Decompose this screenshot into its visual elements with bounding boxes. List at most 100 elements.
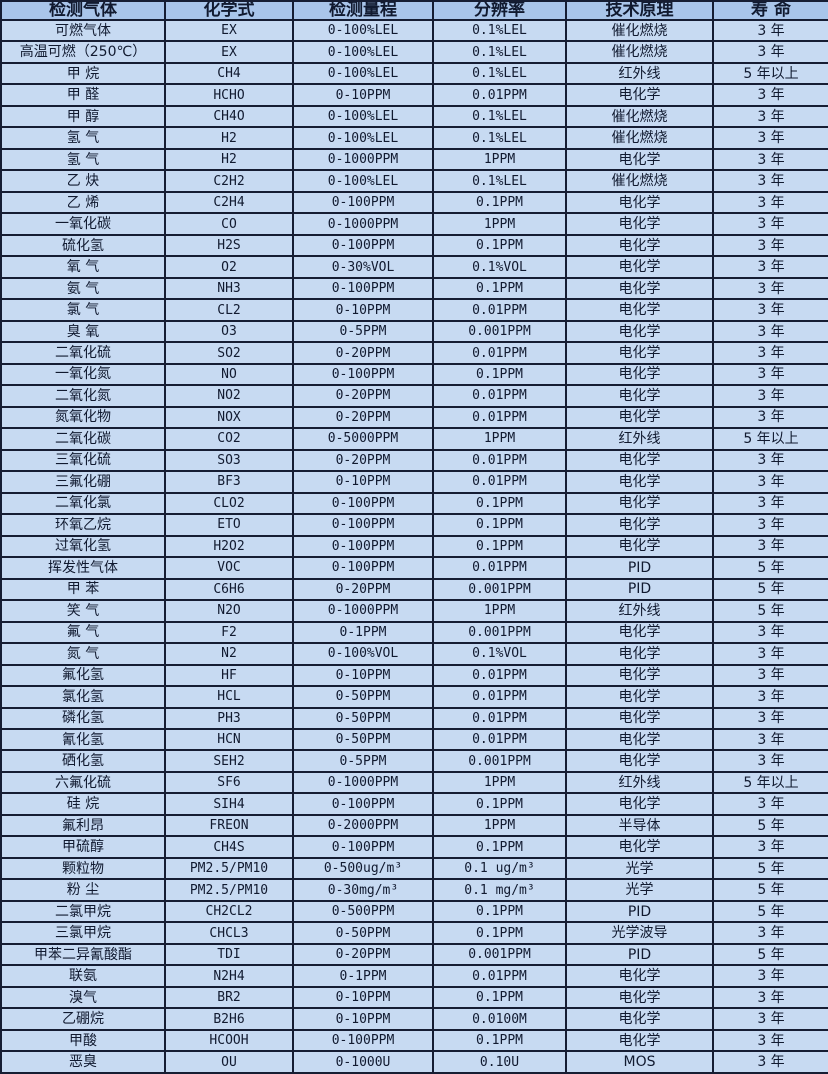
- cell-technology-principle: 电化学: [565, 405, 714, 430]
- header-lifespan: 寿 命: [712, 0, 828, 21]
- table-row: 氟利昂 FREON 0-2000PPM 1PPM 半导体 5 年: [0, 813, 828, 838]
- cell-lifespan: 5 年: [712, 577, 828, 602]
- cell-chemical-formula: H2: [164, 126, 294, 150]
- cell-gas-name: 联氨: [0, 964, 166, 988]
- cell-technology-principle: 电化学: [565, 319, 714, 344]
- cell-detection-range: 0-100PPM: [292, 491, 434, 516]
- cell-resolution: 0.1PPM: [432, 491, 567, 516]
- table-row: 甲 醛 HCHO 0-10PPM 0.01PPM 电化学 3 年: [0, 83, 828, 107]
- table-row: 氟化氢 HF 0-10PPM 0.01PPM 电化学 3 年: [0, 663, 828, 688]
- cell-technology-principle: 电化学: [565, 255, 714, 279]
- cell-technology-principle: 红外线: [565, 427, 714, 451]
- cell-lifespan: 3 年: [712, 964, 828, 988]
- cell-lifespan: 5 年: [712, 899, 828, 924]
- table-row: 甲 苯 C6H6 0-20PPM 0.001PPM PID 5 年: [0, 577, 828, 602]
- table-row: 挥发性气体 VOC 0-100PPM 0.01PPM PID 5 年: [0, 556, 828, 580]
- cell-gas-name: 三氧化硫: [0, 448, 166, 473]
- cell-lifespan: 3 年: [712, 384, 828, 408]
- cell-resolution: 0.1PPM: [432, 1028, 567, 1053]
- cell-gas-name: 氟利昂: [0, 813, 166, 838]
- table-row: 笑 气 N2O 0-1000PPM 1PPM 红外线 5 年: [0, 599, 828, 623]
- cell-resolution: 0.1%VOL: [432, 255, 567, 279]
- table-row: 一氧化碳 CO 0-1000PPM 1PPM 电化学 3 年: [0, 212, 828, 236]
- cell-gas-name: 二氧化碳: [0, 427, 166, 451]
- cell-chemical-formula: NO: [164, 362, 294, 387]
- cell-lifespan: 3 年: [712, 684, 828, 709]
- cell-technology-principle: 电化学: [565, 964, 714, 988]
- cell-resolution: 0.1PPM: [432, 362, 567, 387]
- cell-detection-range: 0-500PPM: [292, 899, 434, 924]
- cell-chemical-formula: C2H2: [164, 169, 294, 193]
- cell-gas-name: 可燃气体: [0, 18, 166, 43]
- cell-resolution: 0.01PPM: [432, 964, 567, 988]
- cell-lifespan: 3 年: [712, 491, 828, 516]
- table-row: 甲硫醇 CH4S 0-100PPM 0.1PPM 电化学 3 年: [0, 835, 828, 859]
- cell-chemical-formula: H2: [164, 147, 294, 172]
- cell-technology-principle: PID: [565, 577, 714, 602]
- cell-gas-name: 氯化氢: [0, 684, 166, 709]
- table-row: 二氧化硫 SO2 0-20PPM 0.01PPM 电化学 3 年: [0, 341, 828, 365]
- cell-detection-range: 0-5PPM: [292, 749, 434, 773]
- cell-chemical-formula: CHCL3: [164, 921, 294, 945]
- cell-resolution: 0.01PPM: [432, 727, 567, 752]
- cell-chemical-formula: HF: [164, 663, 294, 688]
- cell-resolution: 0.1PPM: [432, 921, 567, 945]
- cell-technology-principle: 催化燃烧: [565, 18, 714, 43]
- cell-lifespan: 3 年: [712, 18, 828, 43]
- cell-gas-name: 一氧化碳: [0, 212, 166, 236]
- cell-gas-name: 粉 尘: [0, 878, 166, 902]
- cell-technology-principle: PID: [565, 899, 714, 924]
- cell-lifespan: 3 年: [712, 83, 828, 107]
- cell-chemical-formula: BF3: [164, 470, 294, 494]
- table-row: 三氯甲烷 CHCL3 0-50PPM 0.1PPM 光学波导 3 年: [0, 921, 828, 945]
- cell-resolution: 1PPM: [432, 147, 567, 172]
- cell-detection-range: 0-100PPM: [292, 276, 434, 301]
- table-row: 环氧乙烷 ETO 0-100PPM 0.1PPM 电化学 3 年: [0, 513, 828, 537]
- cell-lifespan: 3 年: [712, 212, 828, 236]
- cell-gas-name: 甲 醛: [0, 83, 166, 107]
- cell-lifespan: 3 年: [712, 749, 828, 773]
- table-row: 甲 醇 CH4O 0-100%LEL 0.1%LEL 催化燃烧 3 年: [0, 104, 828, 129]
- table-row: 甲 烷 CH4 0-100%LEL 0.1%LEL 红外线 5 年以上: [0, 61, 828, 86]
- cell-technology-principle: 电化学: [565, 684, 714, 709]
- cell-chemical-formula: CL2: [164, 298, 294, 322]
- table-row: 粉 尘 PM2.5/PM10 0-30mg/m³ 0.1 mg/m³ 光学 5 年: [0, 878, 828, 902]
- cell-technology-principle: 电化学: [565, 534, 714, 559]
- cell-gas-name: 氯 气: [0, 298, 166, 322]
- cell-technology-principle: 电化学: [565, 642, 714, 666]
- cell-gas-name: 甲 醇: [0, 104, 166, 129]
- cell-technology-principle: 光学波导: [565, 921, 714, 945]
- cell-resolution: 0.1 ug/m³: [432, 856, 567, 881]
- cell-chemical-formula: ETO: [164, 513, 294, 537]
- cell-technology-principle: 催化燃烧: [565, 40, 714, 64]
- table-row: 氧 气 O2 0-30%VOL 0.1%VOL 电化学 3 年: [0, 255, 828, 279]
- cell-detection-range: 0-20PPM: [292, 384, 434, 408]
- cell-gas-name: 氢 气: [0, 147, 166, 172]
- cell-detection-range: 0-20PPM: [292, 405, 434, 430]
- cell-technology-principle: 电化学: [565, 792, 714, 816]
- table-row: 氟 气 F2 0-1PPM 0.001PPM 电化学 3 年: [0, 620, 828, 645]
- cell-gas-name: 甲 苯: [0, 577, 166, 602]
- cell-chemical-formula: EX: [164, 40, 294, 64]
- cell-resolution: 0.1%LEL: [432, 126, 567, 150]
- cell-gas-name: 颗粒物: [0, 856, 166, 881]
- cell-resolution: 0.01PPM: [432, 384, 567, 408]
- cell-gas-name: 氮氧化物: [0, 405, 166, 430]
- cell-lifespan: 3 年: [712, 1007, 828, 1031]
- cell-gas-name: 乙 炔: [0, 169, 166, 193]
- cell-chemical-formula: SO3: [164, 448, 294, 473]
- cell-gas-name: 恶臭: [0, 1050, 166, 1074]
- cell-detection-range: 0-100PPM: [292, 534, 434, 559]
- table-row: 氰化氢 HCN 0-50PPM 0.01PPM 电化学 3 年: [0, 727, 828, 752]
- cell-chemical-formula: HCOOH: [164, 1028, 294, 1053]
- cell-technology-principle: 电化学: [565, 190, 714, 215]
- cell-lifespan: 3 年: [712, 255, 828, 279]
- table-row: 二氧化氮 NO2 0-20PPM 0.01PPM 电化学 3 年: [0, 384, 828, 408]
- cell-gas-name: 氧 气: [0, 255, 166, 279]
- cell-technology-principle: PID: [565, 556, 714, 580]
- cell-detection-range: 0-100%VOL: [292, 642, 434, 666]
- cell-lifespan: 3 年: [712, 534, 828, 559]
- cell-resolution: 0.1PPM: [432, 276, 567, 301]
- cell-resolution: 1PPM: [432, 427, 567, 451]
- cell-resolution: 1PPM: [432, 212, 567, 236]
